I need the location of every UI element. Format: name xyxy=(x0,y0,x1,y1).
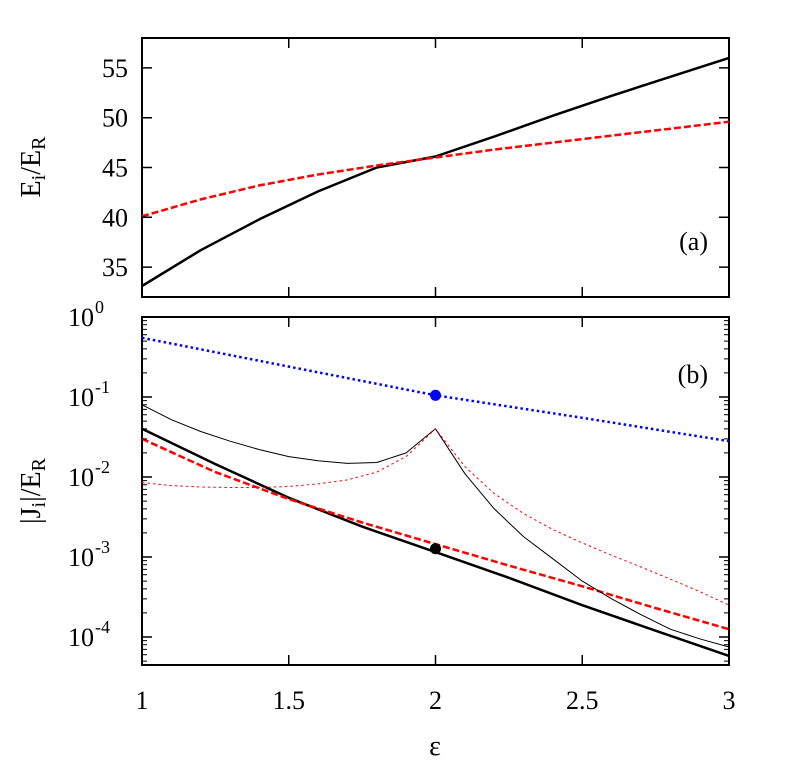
panel-a-ytick-label-3: 50 xyxy=(102,104,128,133)
panel-b-black-marker xyxy=(430,543,441,555)
panel-b-ylabel: |Ji|/ER xyxy=(16,457,50,524)
panel-b-ytick-label-2: 10 xyxy=(68,463,94,492)
panel-b-ytick-label-3: 10 xyxy=(68,543,94,572)
panel-a: 35 40 45 50 55 (a) Ei/ER xyxy=(16,37,730,298)
panel-b-xtick-label-3: 2.5 xyxy=(566,686,599,715)
panel-a-series xyxy=(141,56,730,288)
panel-a-ytick-label-2: 45 xyxy=(102,154,128,183)
panel-b-series xyxy=(141,336,730,658)
panel-b-series-line-1 xyxy=(141,427,730,658)
panel-a-frame xyxy=(141,37,730,298)
panel-b-ytick-exponent-3: -3 xyxy=(95,537,110,557)
panel-b-series-line-3 xyxy=(141,404,730,648)
panel-a-series-line-1 xyxy=(141,120,730,218)
panel-b-label: (b) xyxy=(678,360,708,389)
panel-b-ticks: 10 010 -110 -210 -310 -41 1.5 2 2.5 3 xyxy=(68,297,736,715)
panel-b-xtick-label-2: 2 xyxy=(429,686,442,715)
panel-b-ylabel-main: |J xyxy=(16,507,47,524)
panel-b-xtick-label-4: 3 xyxy=(723,686,736,715)
panel-a-ytick-label-0: 35 xyxy=(102,253,128,282)
panel-b-ytick-label-4: 10 xyxy=(68,623,94,652)
panel-a-ylabel: Ei/ER xyxy=(16,136,50,198)
panel-b-ytick-exponent-2: -2 xyxy=(95,457,110,477)
x-axis-label: ε xyxy=(429,731,441,762)
panel-a-ytick-label-4: 55 xyxy=(102,54,128,83)
panel-a-ylabel-sub2: R xyxy=(28,136,50,150)
panel-a-ticks: 35 40 45 50 55 xyxy=(102,38,730,297)
panel-b-ylabel-sub: i xyxy=(28,501,50,507)
panel-b-xtick-label-0: 1 xyxy=(136,686,149,715)
panel-b-ytick-label-1: 10 xyxy=(68,383,94,412)
panel-a-ylabel-sub: i xyxy=(28,174,50,180)
panel-b-ytick-exponent-4: -4 xyxy=(95,617,110,637)
panel-b-ytick-exponent-1: -1 xyxy=(95,377,110,397)
panel-b: 10 010 -110 -210 -310 -41 1.5 2 2.5 3 (b) |Ji|/ER xyxy=(16,297,736,715)
panel-a-ytick-label-1: 40 xyxy=(102,203,128,232)
panel-a-series-line-0 xyxy=(141,56,730,288)
panel-b-series-line-2 xyxy=(141,437,730,631)
panel-b-ytick-label-0: 10 xyxy=(68,303,94,332)
panel-b-ylabel-sub2: R xyxy=(28,457,50,471)
panel-b-ytick-exponent-0: 0 xyxy=(95,297,104,317)
panel-a-ylabel-sep: /E xyxy=(16,150,47,175)
panel-b-frame xyxy=(141,316,730,666)
panel-b-series-line-0 xyxy=(141,336,730,443)
panel-b-ylabel-sep: |/E xyxy=(16,471,47,502)
panel-b-xtick-label-1: 1.5 xyxy=(273,686,306,715)
panel-b-series-line-4 xyxy=(141,428,730,606)
panel-a-ylabel-main: E xyxy=(16,180,47,197)
panel-b-blue-marker xyxy=(430,389,441,401)
panel-a-label: (a) xyxy=(679,227,708,256)
